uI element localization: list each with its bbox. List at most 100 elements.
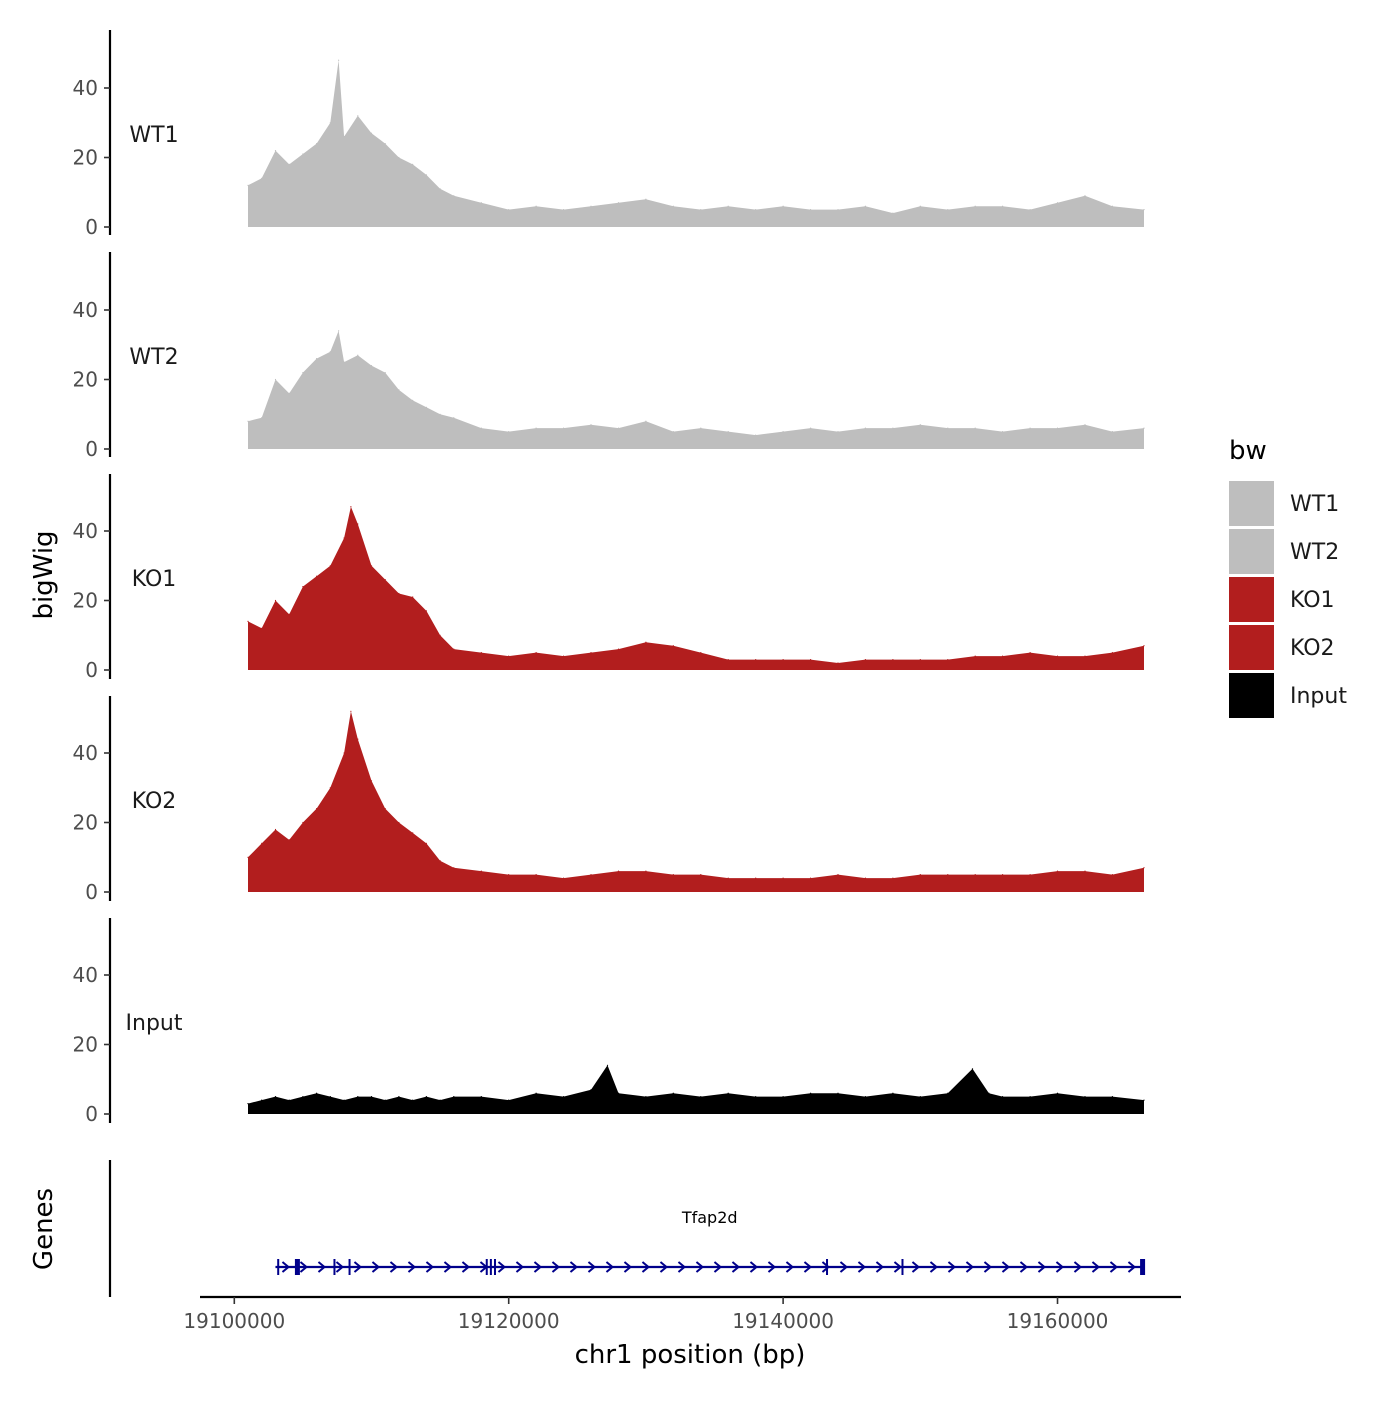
- track-ko2: 0 20 40 KO2: [73, 696, 1145, 904]
- strand-arrow: [875, 1261, 885, 1273]
- data-point: [412, 596, 414, 598]
- data-point: [425, 842, 427, 845]
- data-point: [384, 808, 386, 810]
- data-point: [247, 1103, 249, 1105]
- strand-arrow: [1055, 1261, 1065, 1273]
- data-point: [1084, 1096, 1086, 1098]
- data-point: [1143, 209, 1145, 211]
- strand-arrow: [641, 1261, 651, 1273]
- data-point: [919, 874, 921, 876]
- data-point: [590, 1089, 592, 1091]
- data-point: [837, 662, 839, 664]
- data-point: [535, 205, 537, 207]
- data-point: [700, 209, 702, 211]
- data-point: [1111, 205, 1113, 207]
- track-panels: 0 20 40 WT1 0 20 40 WT2 0 20 40 KO1 0 20 40 KO2 0 20 40 Inp…: [73, 30, 1145, 1126]
- track-input: 0 20 40 Input: [73, 918, 1145, 1126]
- y-axis-title: bigWig: [29, 530, 59, 619]
- data-point: [370, 1096, 373, 1098]
- data-point: [1056, 870, 1059, 872]
- data-point: [1029, 427, 1031, 429]
- data-point: [453, 1096, 455, 1098]
- strand-arrow: [839, 1261, 849, 1273]
- data-point: [1002, 205, 1004, 207]
- strand-arrow: [371, 1261, 381, 1273]
- data-point: [919, 205, 921, 207]
- data-point: [782, 205, 784, 207]
- legend-title: bw: [1229, 436, 1267, 466]
- data-point: [755, 877, 757, 879]
- data-point: [302, 821, 304, 824]
- data-point: [892, 427, 894, 429]
- legend-key-ko1: [1229, 577, 1274, 622]
- strand-arrow: [623, 1261, 633, 1273]
- data-point: [480, 652, 482, 654]
- strand-arrow: [461, 1261, 471, 1273]
- track-label-wt2: WT2: [129, 345, 178, 370]
- data-point: [892, 659, 894, 661]
- data-point: [755, 1096, 757, 1098]
- x-tick-label: 19160000: [1007, 1309, 1109, 1333]
- data-point: [247, 420, 249, 422]
- strand-arrow: [749, 1261, 759, 1273]
- data-point: [617, 870, 620, 872]
- data-point: [1029, 209, 1031, 211]
- track-wt2: 0 20 40 WT2: [73, 252, 1145, 461]
- y-tick-label: 40: [73, 519, 98, 543]
- strand-arrow: [425, 1261, 435, 1273]
- data-point: [947, 659, 949, 661]
- data-point: [439, 413, 441, 415]
- data-point: [247, 620, 249, 623]
- data-point: [1056, 202, 1059, 204]
- x-axis: 19100000 19120000 19140000 19160000: [183, 1295, 1181, 1333]
- data-point: [425, 174, 427, 176]
- data-point: [357, 738, 359, 740]
- strand-arrow: [947, 1261, 957, 1273]
- strand-arrow: [893, 1261, 903, 1273]
- y-tick-label: 0: [85, 215, 98, 239]
- data-point: [837, 1092, 839, 1094]
- data-point: [590, 424, 592, 426]
- area-input: [248, 1065, 1144, 1114]
- track-label-ko1: KO1: [132, 567, 177, 592]
- strand-arrow: [389, 1261, 399, 1273]
- x-axis-title: chr1 position (bp): [575, 1340, 806, 1370]
- data-point: [645, 1096, 647, 1098]
- y-tick-label: 40: [73, 298, 98, 322]
- data-point: [947, 1092, 949, 1094]
- gene-panel-title: Genes: [29, 1188, 59, 1270]
- data-point: [1056, 427, 1059, 429]
- data-point: [370, 365, 373, 367]
- strand-arrow: [731, 1261, 741, 1273]
- data-point: [837, 209, 839, 211]
- y-tick-label: 40: [73, 741, 98, 765]
- data-point: [274, 1096, 277, 1098]
- strand-arrow: [1019, 1261, 1029, 1273]
- strand-arrow: [713, 1261, 723, 1273]
- data-point: [1111, 874, 1113, 876]
- data-point: [535, 874, 537, 876]
- data-point: [810, 427, 812, 429]
- y-tick-label: 0: [85, 658, 98, 682]
- area-wt1: [248, 60, 1144, 228]
- data-point: [590, 874, 592, 876]
- strand-arrow: [695, 1261, 705, 1273]
- strand-arrow: [929, 1261, 939, 1273]
- data-point: [398, 1096, 400, 1098]
- strand-arrow: [605, 1261, 615, 1273]
- data-point: [672, 1092, 674, 1094]
- data-point: [645, 641, 647, 643]
- strand-arrow: [407, 1261, 417, 1273]
- area-ko1: [248, 506, 1144, 670]
- data-point: [357, 354, 359, 356]
- data-point: [261, 627, 263, 629]
- gene-name-label: Tfap2d: [681, 1208, 738, 1227]
- data-point: [535, 652, 537, 654]
- data-point: [974, 205, 976, 207]
- data-point: [453, 648, 455, 650]
- data-point: [453, 195, 455, 197]
- legend-key-wt1: [1229, 481, 1274, 526]
- data-point: [302, 586, 304, 588]
- strand-arrow: [965, 1261, 975, 1273]
